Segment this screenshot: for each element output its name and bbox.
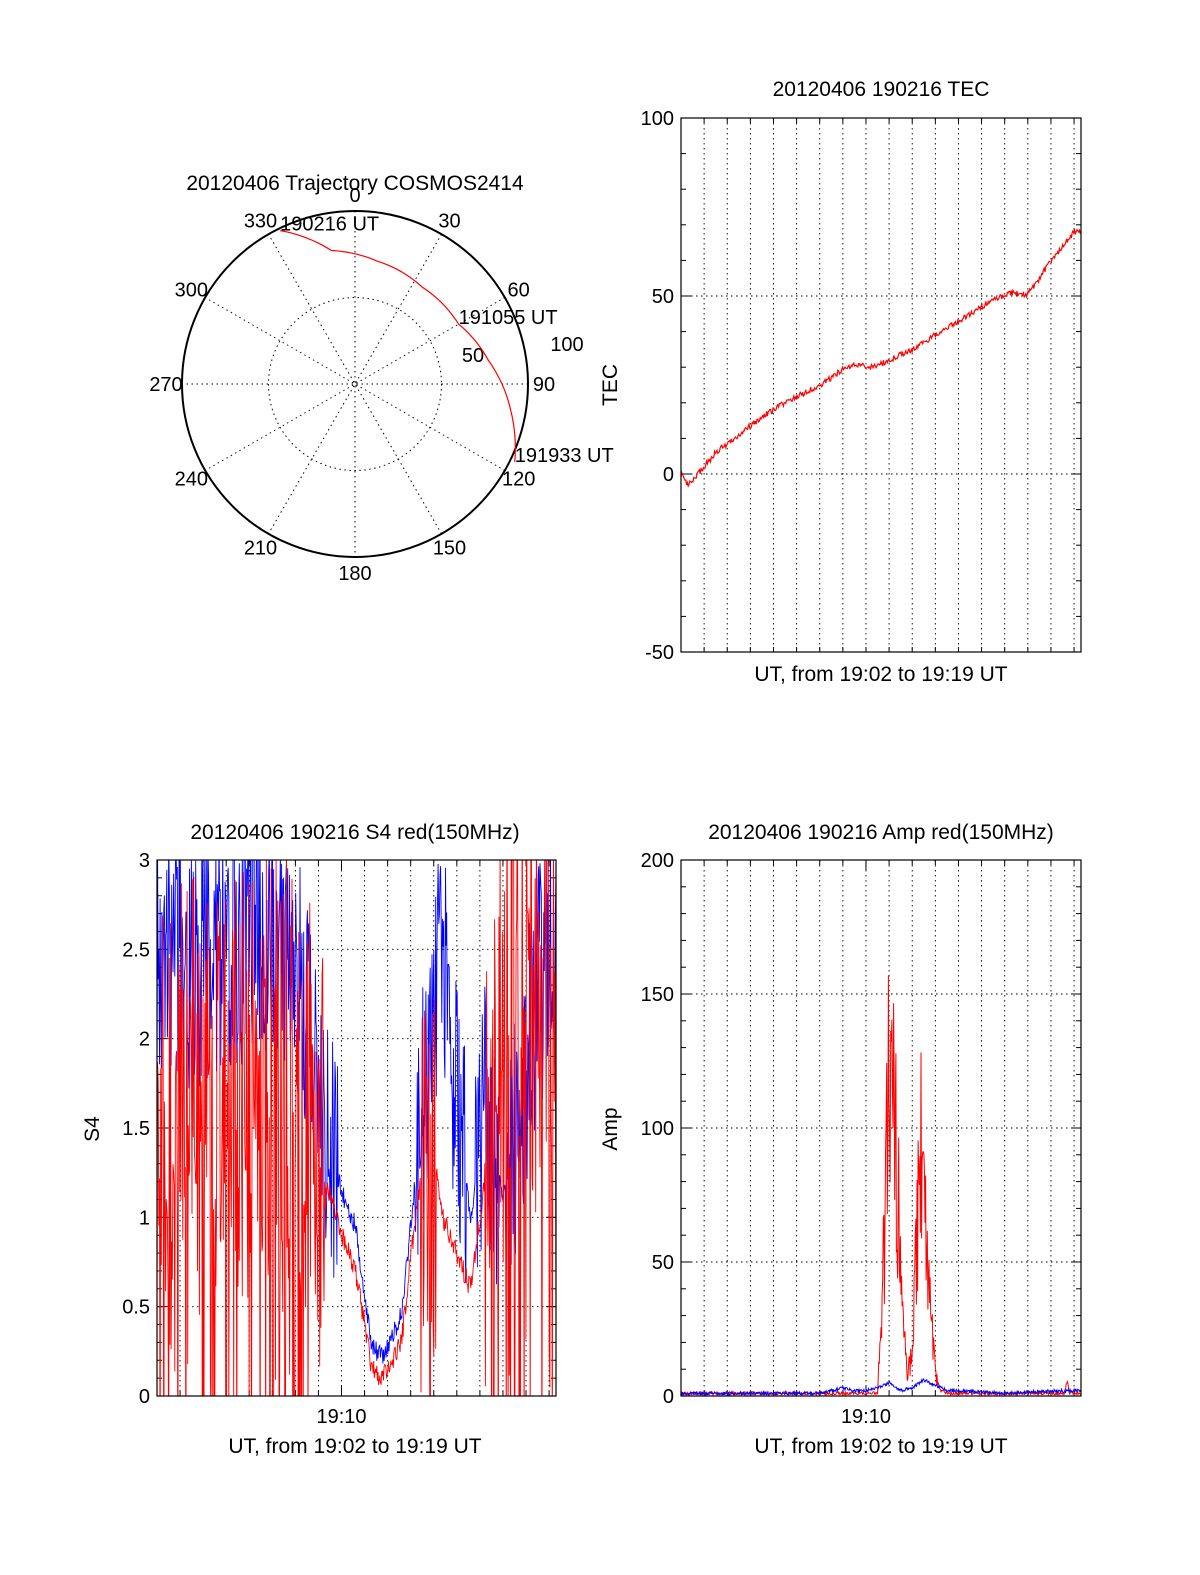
y-tick-label: 0	[663, 1386, 674, 1408]
series-line-red	[681, 228, 1081, 488]
plot-frame	[680, 117, 1082, 653]
polar-angle-labels: 0 30 60 90 120 150 180 210 240 270 300 330	[149, 185, 555, 585]
y-tick-label: 100	[641, 1118, 674, 1140]
y-tick-label: 50	[652, 286, 674, 308]
y-tick-label: -50	[645, 642, 674, 664]
y-tick-label: 0	[139, 1386, 150, 1408]
trajectory-line	[280, 230, 516, 462]
y-tick-label: 0.5	[122, 1297, 150, 1319]
trajectory-time-label: 190216 UT	[280, 214, 379, 236]
y-tick-label: 150	[641, 984, 674, 1006]
amp-panel: 20120406 190216 Amp red(150MHz) 0 50 100 15…	[599, 821, 1082, 1458]
tec-xlabel: UT, from 19:02 to 19:19 UT	[754, 663, 1007, 686]
y-tick-label: 0	[663, 464, 674, 486]
s4-ylabel: S4	[81, 1116, 104, 1142]
polar-radial-label: 50	[462, 345, 484, 367]
polar-grid	[181, 210, 529, 558]
s4-panel: 20120406 190216 S4 red(150MHz) 0 0.5 1 1.5 2…	[81, 821, 557, 1458]
trajectory-panel: 20120406 Trajectory COSMOS2414 0 30 60 90 12…	[149, 172, 613, 585]
series-line-blue	[681, 1377, 1081, 1396]
s4-title: 20120406 190216 S4 red(150MHz)	[190, 821, 519, 844]
polar-angle-label: 60	[508, 280, 530, 302]
polar-radial-label: 100	[550, 334, 583, 356]
y-tick-label: 200	[641, 850, 674, 872]
polar-spoke	[268, 233, 442, 535]
trajectory-title: 20120406 Trajectory COSMOS2414	[186, 172, 524, 195]
polar-angle-label: 150	[433, 538, 466, 560]
y-tick-label: 1	[139, 1207, 150, 1229]
series-line-red	[681, 975, 1081, 1396]
series-line-red	[157, 860, 556, 1396]
tec-panel: 20120406 190216 TEC -50 0 50 100 UT, from 1…	[599, 78, 1082, 686]
y-tick-label: 1.5	[122, 1118, 150, 1140]
trajectory-time-label: 191055 UT	[459, 307, 558, 329]
amp-plot-area: 0 50 100 150 200 19:10	[641, 850, 1082, 1428]
y-tick-label: 50	[652, 1252, 674, 1274]
trajectory-time-label: 191933 UT	[515, 445, 614, 467]
plot-frame	[680, 859, 1082, 1397]
polar-angle-label: 240	[175, 469, 208, 491]
polar-radial-labels: 50 100	[462, 334, 584, 367]
polar-outer-circle	[181, 210, 529, 558]
x-tick-label: 19:10	[841, 1406, 891, 1428]
trajectory-time-labels: 190216 UT 191055 UT 191933 UT	[280, 214, 614, 467]
amp-ylabel: Amp	[599, 1107, 622, 1150]
y-tick-label: 2.5	[122, 939, 150, 961]
y-tick-label: 3	[139, 850, 150, 872]
s4-xlabel: UT, from 19:02 to 19:19 UT	[228, 1435, 481, 1458]
polar-inner-circle	[268, 297, 442, 471]
tec-plot-area: -50 0 50 100	[641, 108, 1082, 664]
tec-ylabel: TEC	[599, 364, 622, 406]
polar-angle-label: 270	[149, 374, 182, 396]
polar-angle-label: 180	[338, 563, 371, 585]
y-tick-label: 2	[139, 1029, 150, 1051]
plot-frame	[156, 859, 557, 1397]
polar-spoke	[268, 233, 442, 535]
amp-title: 20120406 190216 Amp red(150MHz)	[708, 821, 1054, 844]
x-tick-label: 19:10	[316, 1406, 366, 1428]
tec-title: 20120406 190216 TEC	[773, 78, 990, 101]
polar-angle-label: 30	[438, 210, 460, 232]
polar-angle-label: 90	[533, 374, 555, 396]
polar-angle-label: 210	[244, 538, 277, 560]
y-tick-label: 100	[641, 108, 674, 130]
polar-angle-label: 300	[175, 280, 208, 302]
s4-plot-area: 0 0.5 1 1.5 2 2.5 3 19:10	[122, 850, 557, 1428]
polar-angle-label: 330	[244, 210, 277, 232]
polar-angle-label: 0	[349, 185, 360, 207]
amp-xlabel: UT, from 19:02 to 19:19 UT	[754, 1435, 1007, 1458]
polar-angle-label: 120	[502, 469, 535, 491]
